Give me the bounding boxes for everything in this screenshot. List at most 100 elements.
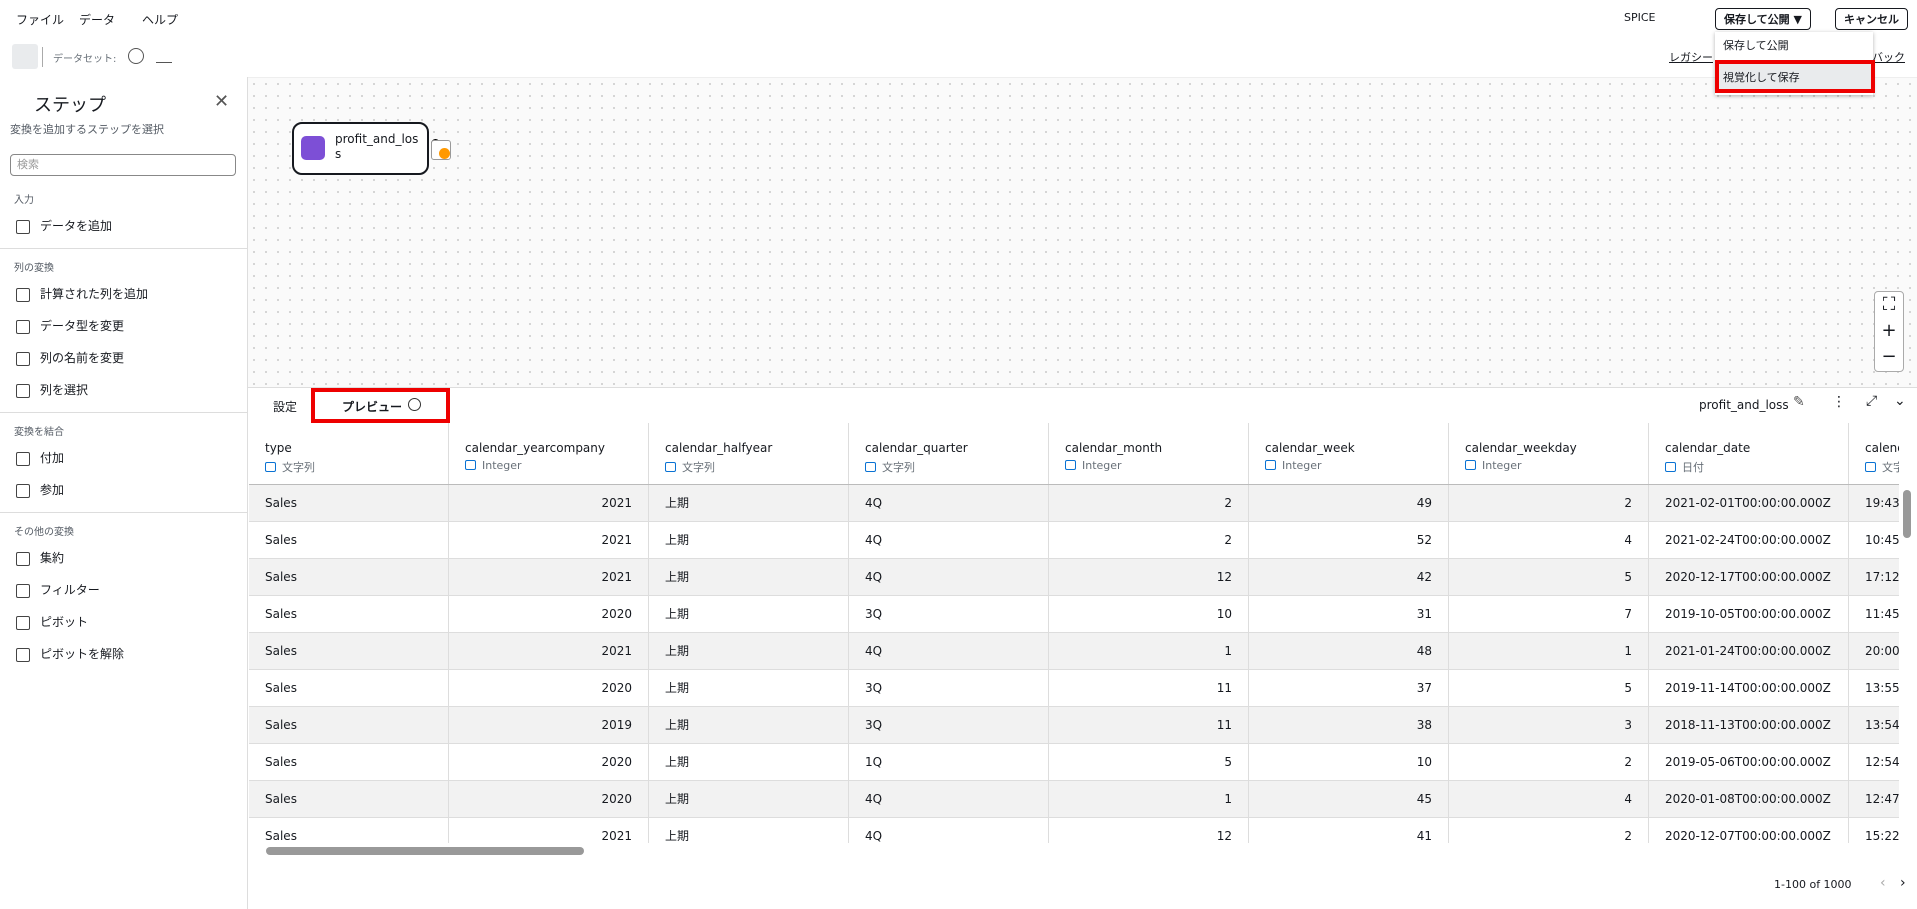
trend-icon[interactable] bbox=[156, 48, 172, 63]
cell: Sales bbox=[249, 596, 449, 632]
step-item[interactable]: 計算された列を追加 bbox=[0, 278, 247, 310]
header-cell: calendar_weekday Integer bbox=[1449, 423, 1649, 484]
cell: 15:22 bbox=[1849, 818, 1899, 843]
separator bbox=[0, 248, 247, 249]
search-box[interactable]: 検索 bbox=[10, 154, 236, 176]
publish-button[interactable]: 保存して公開 ▼ bbox=[1715, 8, 1811, 30]
tab[interactable]: プレビュー bbox=[342, 400, 403, 414]
data-row: Sales 2020 上期 1Q 5 10 2 2019-05-06T00:00:00.000… bbox=[249, 744, 1899, 781]
data-row: Sales 2020 上期 4Q 1 45 4 2020-01-08T00:00:00.000… bbox=[249, 781, 1899, 818]
collapse-button[interactable]: ⌄ bbox=[1894, 393, 1906, 409]
cell: Sales bbox=[249, 633, 449, 669]
step-item[interactable]: 列を選択 bbox=[0, 374, 247, 406]
menu-item[interactable]: データ bbox=[79, 13, 116, 27]
zoom-controls[interactable]: ⛶ + − bbox=[1874, 291, 1904, 372]
data-row: Sales 2019 上期 3Q 11 38 3 2018-11-13T00:00:00.00… bbox=[249, 707, 1899, 744]
cell: 2019-10-05T00:00:00.000Z bbox=[1649, 596, 1849, 632]
info-icon[interactable] bbox=[408, 398, 421, 411]
cell: 52 bbox=[1249, 522, 1449, 558]
panel-subtitle: 変換を追加するステップを選択 bbox=[10, 123, 164, 136]
cell: 1Q bbox=[849, 744, 1049, 780]
lineage-icon[interactable] bbox=[128, 48, 144, 64]
graph-button[interactable] bbox=[12, 44, 38, 69]
cell: 1 bbox=[1049, 633, 1249, 669]
edit-icon[interactable]: ✎ bbox=[1793, 394, 1805, 410]
step-item[interactable]: フィルター bbox=[0, 574, 247, 606]
cell: 2021 bbox=[449, 522, 649, 558]
cell: 上期 bbox=[649, 744, 849, 780]
tab[interactable]: 設定 bbox=[273, 400, 298, 414]
cell: 5 bbox=[1049, 744, 1249, 780]
storage-mode[interactable]: SPICE bbox=[1624, 11, 1656, 24]
cell: 10 bbox=[1049, 596, 1249, 632]
data-row: Sales 2021 上期 4Q 12 42 5 2020-12-17T00:00:00.00… bbox=[249, 559, 1899, 596]
cell: 2021-01-24T00:00:00.000Z bbox=[1649, 633, 1849, 669]
column-name: calendar_ bbox=[1865, 441, 1899, 455]
dropdown-item[interactable]: 保存して公開 bbox=[1723, 39, 1789, 52]
column-type: Integer bbox=[465, 459, 632, 472]
step-item[interactable]: 列の名前を変更 bbox=[0, 342, 247, 374]
separator bbox=[0, 512, 247, 513]
column-type: Integer bbox=[1465, 459, 1632, 472]
search-placeholder: 検索 bbox=[17, 158, 39, 171]
cell: 3Q bbox=[849, 596, 1049, 632]
close-button[interactable]: ✕ bbox=[214, 91, 230, 112]
prev-page[interactable]: ‹ bbox=[1880, 875, 1886, 891]
expand-button[interactable]: ⤢ bbox=[1866, 393, 1878, 409]
cell: Sales bbox=[249, 670, 449, 706]
menu-item[interactable]: ファイル bbox=[16, 13, 65, 27]
step-item[interactable]: 集約 bbox=[0, 542, 247, 574]
cell: 2 bbox=[1049, 485, 1249, 521]
step-item[interactable]: 付加 bbox=[0, 442, 247, 474]
divider bbox=[42, 47, 43, 67]
group-label: その他の変換 bbox=[14, 527, 74, 538]
cell: 2021 bbox=[449, 818, 649, 843]
v-scrollbar[interactable] bbox=[1903, 490, 1911, 538]
cell: 4 bbox=[1449, 522, 1649, 558]
cell: 2020-12-07T00:00:00.000Z bbox=[1649, 818, 1849, 843]
cell: 上期 bbox=[649, 522, 849, 558]
step-item[interactable]: データ型を変更 bbox=[0, 310, 247, 342]
cell: 13:55 bbox=[1849, 670, 1899, 706]
header-cell: type 文字列 bbox=[249, 423, 449, 484]
highlight bbox=[1715, 60, 1875, 93]
panel-title: ステップ bbox=[34, 95, 106, 116]
step-item[interactable]: ピボット bbox=[0, 606, 247, 638]
cell: 3Q bbox=[849, 670, 1049, 706]
cell: 4Q bbox=[849, 818, 1049, 843]
cell: 11 bbox=[1049, 670, 1249, 706]
data-row: Sales 2021 上期 4Q 2 49 2 2021-02-01T00:00:00.000… bbox=[249, 485, 1899, 522]
cancel-button[interactable]: キャンセル bbox=[1835, 8, 1908, 30]
more-button[interactable]: ⋮ bbox=[1832, 394, 1846, 410]
separator bbox=[0, 412, 247, 413]
step-item[interactable]: データを追加 bbox=[0, 210, 247, 242]
cell: 2 bbox=[1049, 522, 1249, 558]
h-scrollbar[interactable] bbox=[266, 847, 584, 855]
cell: 4Q bbox=[849, 781, 1049, 817]
feedback-link[interactable]: バック bbox=[1872, 51, 1905, 64]
step-item[interactable]: 参加 bbox=[0, 474, 247, 506]
menu-item[interactable]: ヘルプ bbox=[142, 13, 179, 27]
next-page[interactable]: › bbox=[1900, 875, 1906, 891]
add-step-button[interactable] bbox=[431, 140, 451, 160]
column-type: 日付 bbox=[1665, 459, 1832, 475]
cell: 2021-02-24T00:00:00.000Z bbox=[1649, 522, 1849, 558]
header-cell: calendar_week Integer bbox=[1249, 423, 1449, 484]
cell: Sales bbox=[249, 818, 449, 843]
cell: 42 bbox=[1249, 559, 1449, 595]
cell: 31 bbox=[1249, 596, 1449, 632]
highlight bbox=[311, 388, 450, 423]
cell: 2021-02-01T00:00:00.000Z bbox=[1649, 485, 1849, 521]
cell: 2018-11-13T00:00:00.000Z bbox=[1649, 707, 1849, 743]
dropdown-item[interactable]: 視覚化して保存 bbox=[1723, 71, 1800, 84]
dataset-node[interactable]: profit_and_loss bbox=[292, 122, 429, 175]
cell: 4Q bbox=[849, 522, 1049, 558]
step-item[interactable]: ピボットを解除 bbox=[0, 638, 247, 670]
cell: 3 bbox=[1449, 707, 1649, 743]
cell: 45 bbox=[1249, 781, 1449, 817]
cell: 10:45 bbox=[1849, 522, 1899, 558]
legacy-link[interactable]: レガシー bbox=[1669, 51, 1713, 64]
column-name: calendar_week bbox=[1265, 441, 1355, 455]
header-cell: calendar_yearcompany Integer bbox=[449, 423, 649, 484]
